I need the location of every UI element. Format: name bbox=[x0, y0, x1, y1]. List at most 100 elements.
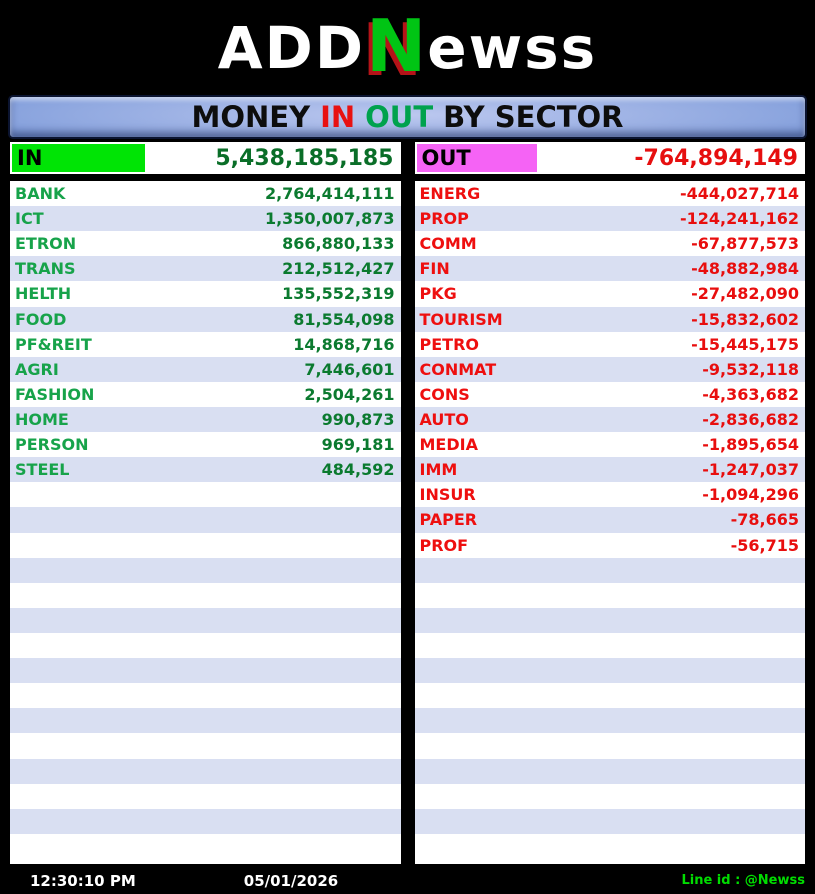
sector-value: 969,181 bbox=[321, 435, 395, 455]
out-label: OUT bbox=[416, 144, 538, 172]
table-row: AGRI 7,446,601 bbox=[10, 356, 401, 382]
sector-value: -56,715 bbox=[730, 535, 799, 555]
table-row: PKG -27,482,090 bbox=[414, 281, 805, 307]
sector-label: PROF bbox=[419, 535, 469, 555]
table-row bbox=[10, 708, 401, 734]
table-row: PAPER -78,665 bbox=[414, 507, 805, 533]
sector-value: 866,880,133 bbox=[282, 234, 395, 254]
line-id-label: Line id : @Newss bbox=[681, 873, 805, 888]
summary-header-row: IN 5,438,185,185 OUT -764,894,149 bbox=[10, 142, 805, 174]
table-row: STEEL 484,592 bbox=[10, 457, 401, 483]
table-row: CONMAT -9,532,118 bbox=[414, 356, 805, 382]
table-row bbox=[10, 758, 401, 784]
table-row bbox=[414, 783, 805, 809]
table-row bbox=[414, 557, 805, 583]
title-word-by-sector: BY SECTOR bbox=[443, 99, 624, 134]
page-title: MONEY IN OUT BY SECTOR bbox=[8, 95, 807, 139]
sector-value: 1,350,007,873 bbox=[264, 209, 395, 229]
sector-value: 990,873 bbox=[321, 410, 395, 430]
table-row: PF&REIT 14,868,716 bbox=[10, 331, 401, 357]
sector-value: -1,094,296 bbox=[702, 485, 799, 505]
table-row: COMM -67,877,573 bbox=[414, 231, 805, 257]
sector-value: -4,363,682 bbox=[702, 384, 799, 404]
table-row bbox=[414, 632, 805, 659]
table-row: TOURISM -15,832,602 bbox=[414, 306, 805, 332]
table-row: PROP -124,241,162 bbox=[414, 206, 805, 232]
in-label: IN bbox=[12, 144, 145, 172]
logo-text-left: ADD bbox=[217, 13, 365, 82]
table-row bbox=[10, 557, 401, 583]
table-row bbox=[10, 582, 401, 608]
sector-value: 7,446,601 bbox=[304, 359, 395, 379]
sector-label: FASHION bbox=[15, 384, 95, 404]
sector-value: -124,241,162 bbox=[680, 209, 799, 229]
table-row: HOME 990,873 bbox=[10, 406, 401, 433]
sector-value: 135,552,319 bbox=[282, 284, 395, 304]
table-row bbox=[414, 758, 805, 784]
sector-label: PAPER bbox=[419, 510, 478, 530]
sector-value: -15,832,602 bbox=[691, 309, 799, 329]
sector-label: PF&REIT bbox=[15, 334, 92, 354]
table-row bbox=[10, 607, 401, 633]
title-word-in: IN bbox=[320, 99, 356, 134]
sector-value: 212,512,427 bbox=[282, 259, 395, 279]
table-row bbox=[10, 507, 401, 533]
logo-text-right: ewss bbox=[427, 13, 598, 82]
status-bar: 12:30:10 PM 05/01/2026 Line id : @Newss bbox=[0, 867, 815, 894]
sector-tables: BANK 2,764,414,111 ICT 1,350,007,873 ETRON 86… bbox=[10, 181, 805, 864]
sector-label: FOOD bbox=[15, 309, 67, 329]
logo-n-glyph: N bbox=[365, 3, 427, 88]
sector-value: 14,868,716 bbox=[293, 334, 395, 354]
table-row bbox=[414, 582, 805, 608]
table-row: TRANS 212,512,427 bbox=[10, 256, 401, 282]
sector-label: PROP bbox=[419, 209, 469, 229]
table-row: PROF -56,715 bbox=[414, 532, 805, 558]
sector-value: 484,592 bbox=[321, 460, 395, 480]
sector-label: ETRON bbox=[15, 234, 77, 254]
sector-value: -1,895,654 bbox=[702, 435, 799, 455]
sector-label: AUTO bbox=[419, 410, 469, 430]
sector-label: AGRI bbox=[15, 359, 59, 379]
table-row: PERSON 969,181 bbox=[10, 432, 401, 458]
table-row bbox=[10, 733, 401, 759]
table-row bbox=[414, 708, 805, 734]
table-row bbox=[10, 783, 401, 809]
sector-label: TRANS bbox=[15, 259, 76, 279]
sector-value: 2,764,414,111 bbox=[264, 184, 395, 204]
sector-value: -9,532,118 bbox=[702, 359, 799, 379]
table-row: PETRO -15,445,175 bbox=[414, 331, 805, 357]
sector-label: HELTH bbox=[15, 284, 72, 304]
table-row bbox=[10, 808, 401, 834]
in-summary-box: IN 5,438,185,185 bbox=[10, 142, 401, 174]
table-row bbox=[414, 607, 805, 633]
table-row bbox=[414, 808, 805, 834]
out-summary-box: OUT -764,894,149 bbox=[414, 142, 805, 174]
sector-label: FIN bbox=[419, 259, 450, 279]
sector-label: ICT bbox=[15, 209, 44, 229]
sector-label: PKG bbox=[419, 284, 457, 304]
current-date: 05/01/2026 bbox=[243, 871, 339, 890]
clock-time: 12:30:10 PM bbox=[30, 871, 136, 890]
table-row: ENERG -444,027,714 bbox=[414, 181, 805, 207]
table-row bbox=[414, 658, 805, 684]
sector-label: PETRO bbox=[419, 334, 480, 354]
sector-value: 81,554,098 bbox=[293, 309, 395, 329]
table-row: AUTO -2,836,682 bbox=[414, 406, 805, 433]
table-row bbox=[414, 833, 805, 859]
table-row: FASHION 2,504,261 bbox=[10, 381, 401, 407]
sector-label: STEEL bbox=[15, 460, 70, 480]
sector-label: HOME bbox=[15, 410, 69, 430]
table-row: HELTH 135,552,319 bbox=[10, 281, 401, 307]
table-row bbox=[10, 658, 401, 684]
table-row: FIN -48,882,984 bbox=[414, 256, 805, 282]
sector-value: -27,482,090 bbox=[691, 284, 799, 304]
sector-label: CONMAT bbox=[419, 359, 497, 379]
table-row: ICT 1,350,007,873 bbox=[10, 206, 401, 232]
table-row: IMM -1,247,037 bbox=[414, 457, 805, 483]
sector-value: -67,877,573 bbox=[691, 234, 799, 254]
sector-label: BANK bbox=[15, 184, 66, 204]
out-total-value: -764,894,149 bbox=[537, 144, 803, 172]
sector-label: IMM bbox=[419, 460, 458, 480]
table-row bbox=[10, 632, 401, 659]
